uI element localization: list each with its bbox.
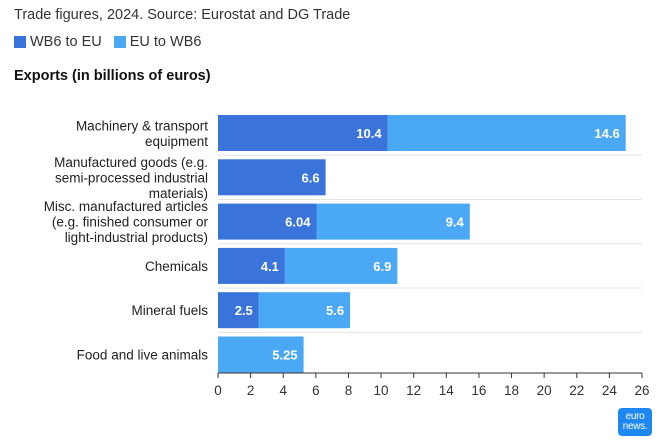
data-label: 14.6 xyxy=(594,126,619,141)
chart-subtitle: Trade figures, 2024. Source: Eurostat an… xyxy=(14,7,351,23)
bar-wb6-to-eu xyxy=(218,247,285,284)
x-tick-label: 2 xyxy=(247,383,255,398)
bar-wb6-to-eu xyxy=(218,203,317,240)
bar-eu-to-wb6 xyxy=(387,115,626,151)
bar-eu-to-wb6 xyxy=(258,292,351,329)
x-tick-label: 24 xyxy=(602,383,618,398)
x-tick-label: 10 xyxy=(374,383,389,398)
category-label-line: Mineral fuels xyxy=(131,303,208,318)
category-label-line: Food and live animals xyxy=(77,348,209,363)
bar-wb6-to-eu xyxy=(218,292,259,329)
bar-eu-to-wb6 xyxy=(218,336,304,373)
bar-wb6-to-eu xyxy=(218,115,388,151)
data-label: 9.4 xyxy=(446,215,465,230)
category-label-line: equipment xyxy=(145,134,208,149)
category-label: Mineral fuels xyxy=(131,303,208,318)
legend-swatch-wb6-to-eu xyxy=(14,36,26,48)
data-label: 6.9 xyxy=(373,259,391,274)
category-label-line: semi-processed industrial xyxy=(55,170,208,185)
category-label-line: light-industrial products) xyxy=(65,230,208,245)
x-tick-label: 8 xyxy=(345,383,353,398)
x-tick-label: 18 xyxy=(504,383,519,398)
category-label-line: Misc. manufactured articles xyxy=(44,199,209,214)
data-label: 10.4 xyxy=(356,126,382,141)
legend: WB6 to EU EU to WB6 xyxy=(14,34,213,50)
data-label: 5.6 xyxy=(326,303,344,318)
legend-item-eu-to-wb6[interactable]: EU to WB6 xyxy=(113,34,202,50)
bar-wb6-to-eu xyxy=(218,159,326,196)
legend-swatch-eu-to-wb6 xyxy=(113,36,126,48)
x-tick-label: 6 xyxy=(312,383,320,398)
bar-eu-to-wb6 xyxy=(284,247,398,284)
x-tick-label: 4 xyxy=(279,383,287,398)
category-label-line: (e.g. finished consumer or xyxy=(52,215,209,230)
x-tick-label: 26 xyxy=(634,383,649,398)
legend-label-wb6-to-eu: WB6 to EU xyxy=(30,34,102,50)
logo-text-line1: euro xyxy=(625,411,645,422)
category-label: Chemicals xyxy=(145,259,208,274)
data-label: 4.1 xyxy=(261,259,279,274)
category-label: Manufactured goods (e.g. semi-processed i… xyxy=(54,155,208,201)
x-tick-label: 12 xyxy=(406,383,421,398)
category-label-line: materials) xyxy=(149,186,208,201)
category-label: Machinery & transport equipment xyxy=(76,118,208,149)
data-label: 5.25 xyxy=(272,348,297,363)
category-label-line: Machinery & transport xyxy=(76,118,208,133)
category-label-line: Manufactured goods (e.g. xyxy=(54,155,208,170)
x-tick-label: 20 xyxy=(537,383,552,398)
data-label: 2.5 xyxy=(235,303,253,318)
category-label: Food and live animals xyxy=(77,348,209,363)
legend-item-wb6-to-eu[interactable]: WB6 to EU xyxy=(14,34,102,50)
x-tick-label: 16 xyxy=(471,383,486,398)
legend-label-eu-to-wb6: EU to WB6 xyxy=(129,34,202,50)
euronews-logo: euro news. xyxy=(618,408,652,436)
x-tick-label: 14 xyxy=(439,383,455,398)
category-label-line: Chemicals xyxy=(145,259,208,274)
x-tick-label: 0 xyxy=(214,383,222,398)
category-label: Misc. manufactured articles (e.g. finishe… xyxy=(44,199,209,245)
bar-eu-to-wb6 xyxy=(316,203,470,240)
data-label: 6.6 xyxy=(302,170,320,185)
x-tick-label: 22 xyxy=(569,383,584,398)
chart-title: Exports (in billions of euros) xyxy=(14,68,211,84)
logo-text-line2: news. xyxy=(622,421,648,432)
data-label: 6.04 xyxy=(285,215,311,230)
